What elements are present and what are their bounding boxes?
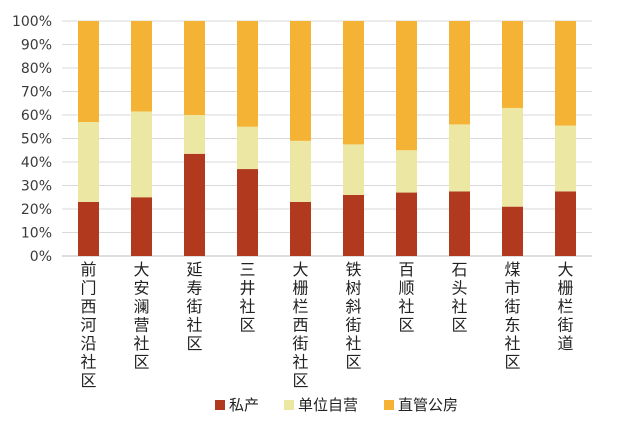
- bar-segment: [449, 21, 470, 125]
- y-tick-label: 70%: [21, 85, 52, 101]
- category-label: 大栅栏西街社区: [292, 260, 308, 390]
- legend: 私产 单位自营 直管公房: [215, 396, 458, 414]
- y-tick-label: 10%: [21, 226, 52, 242]
- bar-segment: [131, 111, 152, 198]
- bar-segment: [184, 153, 205, 256]
- bar-segment: [290, 21, 311, 141]
- bar-segment: [237, 126, 258, 170]
- category-label: 前门西河沿社区: [80, 260, 96, 390]
- bar-segment: [237, 21, 258, 127]
- legend-label: 私产: [229, 396, 259, 414]
- bar-segment: [555, 125, 576, 192]
- y-tick-label: 60%: [21, 108, 52, 124]
- category-label: 铁树斜街社区: [345, 260, 361, 372]
- bar-segment: [131, 197, 152, 256]
- y-tick-label: 50%: [21, 132, 52, 148]
- bar-segment: [396, 150, 417, 193]
- legend-label: 单位自营: [298, 396, 358, 414]
- category-label: 煤市街东社区: [504, 260, 520, 372]
- bar-segment: [78, 21, 99, 123]
- y-tick-label: 100%: [12, 14, 52, 30]
- y-tick-label: 0%: [30, 249, 52, 265]
- legend-swatch: [284, 400, 294, 410]
- y-tick-label: 80%: [21, 61, 52, 77]
- legend-swatch: [215, 400, 225, 410]
- category-label: 三井社区: [239, 260, 255, 335]
- y-tick-label: 90%: [21, 38, 52, 54]
- bar-segment: [290, 140, 311, 202]
- bar-segment: [184, 115, 205, 154]
- y-tick-label: 40%: [21, 155, 52, 171]
- bar-segment: [343, 144, 364, 195]
- bar-segment: [396, 21, 417, 151]
- bar-segment: [555, 21, 576, 126]
- bar-segment: [343, 194, 364, 256]
- legend-label: 直管公房: [398, 396, 458, 414]
- bar-segment: [237, 169, 258, 256]
- legend-swatch: [384, 400, 394, 410]
- bars: [78, 21, 576, 256]
- bar-segment: [78, 122, 99, 202]
- bar-segment: [290, 201, 311, 256]
- category-label: 百顺社区: [398, 260, 414, 335]
- bar-segment: [449, 124, 470, 192]
- category-label: 大栅栏街道: [557, 260, 573, 353]
- bar-segment: [396, 192, 417, 256]
- x-axis: 前门西河沿社区 大安澜营社区 延寿街社区 三井社区 大栅栏西街社区 铁树斜街社区 百顺社区 石…: [80, 260, 573, 390]
- category-label: 石头社区: [451, 260, 467, 335]
- bar-segment: [131, 21, 152, 112]
- category-label: 大安澜营社区: [133, 260, 149, 372]
- y-tick-label: 20%: [21, 202, 52, 218]
- y-axis: 0% 10% 20% 30% 40% 50% 60% 70% 80% 90% 100%: [12, 14, 52, 265]
- bar-segment: [502, 206, 523, 256]
- bar-segment: [555, 191, 576, 256]
- bar-segment: [184, 21, 205, 115]
- bar-segment: [78, 201, 99, 256]
- y-tick-label: 30%: [21, 179, 52, 195]
- bar-segment: [502, 21, 523, 108]
- bar-segment: [449, 191, 470, 256]
- bar-segment: [343, 21, 364, 145]
- bar-segment: [502, 107, 523, 207]
- category-label: 延寿街社区: [186, 260, 202, 353]
